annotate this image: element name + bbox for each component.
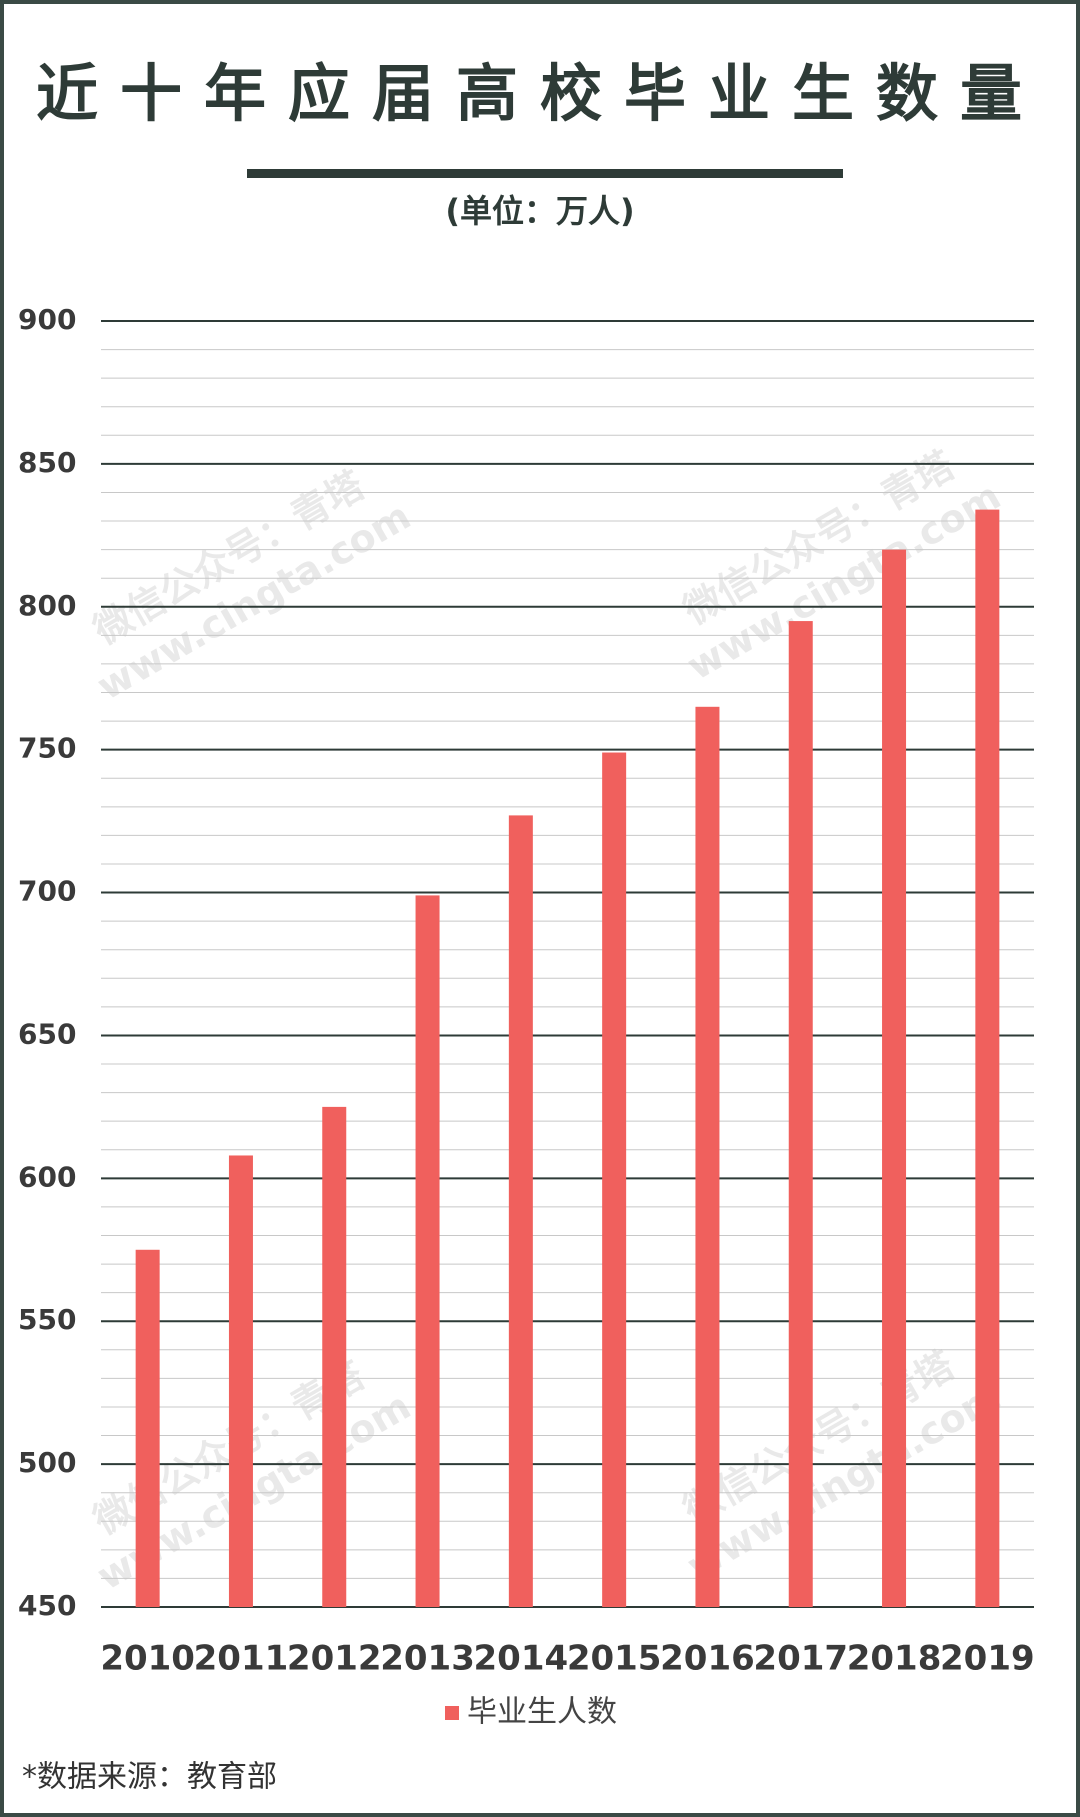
x-tick-label: 2019 bbox=[940, 1639, 1035, 1679]
bar bbox=[602, 752, 627, 1607]
x-tick-label: 2013 bbox=[380, 1639, 475, 1679]
y-tick-label: 850 bbox=[18, 446, 76, 479]
y-tick-label: 800 bbox=[18, 589, 76, 622]
bar bbox=[788, 621, 813, 1607]
x-tick-label: 2012 bbox=[287, 1639, 382, 1679]
x-tick-label: 2014 bbox=[474, 1639, 569, 1679]
bar bbox=[975, 509, 1000, 1608]
bar bbox=[322, 1106, 347, 1607]
x-tick-label: 2010 bbox=[100, 1639, 195, 1679]
x-tick-label: 2016 bbox=[660, 1639, 755, 1679]
y-tick-label: 500 bbox=[18, 1446, 76, 1479]
bar bbox=[882, 549, 907, 1607]
y-tick-label: 600 bbox=[18, 1160, 76, 1193]
y-tick-label: 650 bbox=[18, 1017, 76, 1050]
bar bbox=[135, 1249, 160, 1607]
x-tick-label: 2017 bbox=[753, 1639, 848, 1679]
legend-label: 毕业生人数 bbox=[467, 1695, 617, 1730]
y-tick-label: 550 bbox=[18, 1303, 76, 1336]
y-tick-label: 700 bbox=[18, 875, 76, 908]
bar bbox=[508, 815, 533, 1607]
bar bbox=[695, 706, 720, 1607]
x-tick-label: 2018 bbox=[847, 1639, 942, 1679]
legend-swatch bbox=[445, 1706, 459, 1720]
x-tick-label: 2011 bbox=[194, 1639, 289, 1679]
x-tick-label: 2015 bbox=[567, 1639, 662, 1679]
y-tick-label: 450 bbox=[18, 1589, 76, 1622]
chart-title: 近十年应届高校毕业生数量 bbox=[36, 57, 1044, 130]
y-tick-label: 750 bbox=[18, 732, 76, 765]
bar bbox=[228, 1155, 253, 1607]
y-tick-label: 900 bbox=[18, 303, 76, 336]
title-underline bbox=[247, 169, 843, 178]
bar bbox=[415, 895, 440, 1607]
source-note: *数据来源：教育部 bbox=[22, 1760, 277, 1795]
chart-subtitle: (单位：万人) bbox=[445, 192, 634, 230]
